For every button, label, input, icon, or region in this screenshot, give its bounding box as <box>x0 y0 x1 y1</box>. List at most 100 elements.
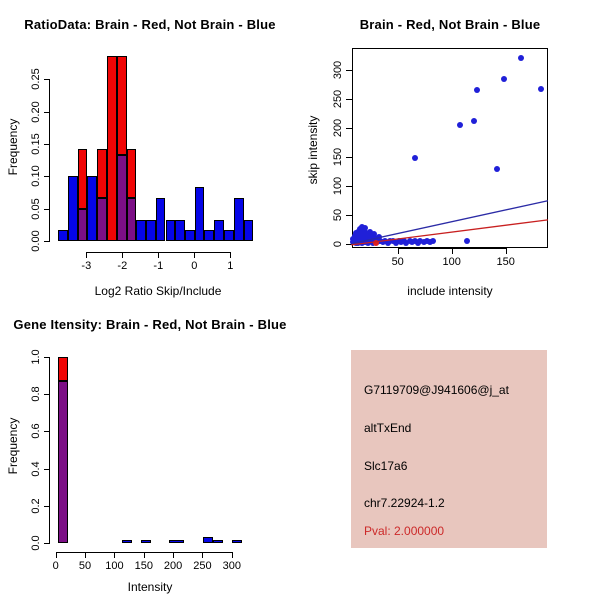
gene-histogram-y-axis-label: Frequency <box>6 417 20 475</box>
intensity_scatter-y-tick-label: 250 <box>332 89 344 109</box>
scatter-y-axis-label: skip intensity <box>306 115 320 185</box>
intensity_scatter-y-tick-label: 200 <box>332 118 344 138</box>
ratio_histogram-histogram-bar <box>175 219 185 241</box>
scatter-point-blue <box>430 238 437 245</box>
ratio_histogram-y-tick-label: 0.00 <box>30 230 42 252</box>
gene_intensity_histogram-x-tick <box>231 552 233 559</box>
ratio_histogram-x-tick <box>194 251 196 258</box>
ratio_histogram-x-tick <box>158 251 160 258</box>
gene_intensity_histogram-histogram-bar <box>57 381 69 544</box>
scatter-point-blue <box>494 166 501 173</box>
gene_intensity_histogram-y-tick <box>44 431 50 433</box>
gene_intensity_histogram-y-tick-label: 0.8 <box>30 386 42 402</box>
intensity_scatter-x-tick <box>451 248 453 254</box>
ratio_histogram-y-tick <box>44 241 50 242</box>
ratio_histogram-x-tick <box>230 251 232 258</box>
gene_intensity_histogram-y-axis-line <box>49 356 50 545</box>
gene_intensity_histogram-y-tick-label: 0.6 <box>30 423 42 439</box>
intensity_scatter-y-tick <box>346 244 352 246</box>
ratio_histogram-x-tick-label: -2 <box>117 259 128 272</box>
intensity_scatter-y-tick <box>346 128 352 129</box>
ratio_histogram-histogram-bar <box>214 219 225 241</box>
ratio_histogram-histogram-bar <box>165 219 176 241</box>
gene_intensity_histogram-x-tick <box>114 552 116 559</box>
intensity_scatter-y-tick-label: 100 <box>332 177 344 196</box>
intensity_scatter-x-tick-label: 50 <box>391 256 404 268</box>
ratio_histogram-x-tick <box>86 251 88 258</box>
ratio_histogram-y-tick <box>44 144 50 145</box>
locus-text: chr7.22924-1.2 <box>364 496 445 510</box>
scatter-title: Brain - Red, Not Brain - Blue <box>359 17 541 32</box>
ratio_histogram-y-tick <box>44 176 50 178</box>
ratio_histogram-histogram-bar <box>97 197 107 241</box>
gene_intensity_histogram-y-tick-label: 0.2 <box>30 498 42 514</box>
ratio_histogram-x-tick-label: -1 <box>153 259 164 272</box>
gene-histogram-x-axis-label: Intensity <box>127 580 173 594</box>
probe-id-text: G7119709@J941606@j_at <box>364 383 509 397</box>
intensity_scatter-plot-box <box>352 48 548 248</box>
ratio_histogram-histogram-bar <box>224 230 234 241</box>
gene_intensity_histogram-x-tick-label: 150 <box>134 560 153 573</box>
ratio_histogram-histogram-bar <box>97 148 107 198</box>
ratio_histogram-x-tick-label: -3 <box>81 259 92 272</box>
gene_intensity_histogram-y-tick <box>44 543 50 545</box>
gene_intensity_histogram-histogram-bar <box>213 540 223 544</box>
ratio_histogram-histogram-bar <box>106 56 117 241</box>
scatter-point-blue <box>457 121 464 128</box>
gene_intensity_histogram-x-tick-label: 0 <box>52 560 59 573</box>
ratio_histogram-y-tick <box>44 208 50 210</box>
intensity_scatter-x-tick-label: 150 <box>496 256 515 268</box>
ratio_histogram-y-tick <box>44 111 50 113</box>
scatter-x-axis-label: include intensity <box>407 284 493 298</box>
gene_intensity_histogram-x-tick <box>202 552 204 559</box>
ratio_histogram-histogram-bar <box>116 56 127 155</box>
intensity_scatter-y-tick-label: 50 <box>332 209 344 222</box>
ratio_histogram-y-axis-line <box>49 79 50 242</box>
intensity_scatter-x-tick-label: 100 <box>442 256 461 268</box>
ratio_histogram-histogram-bar <box>58 230 68 241</box>
ratio_histogram-x-tick <box>122 251 124 258</box>
gene_intensity_histogram-x-tick <box>85 552 86 559</box>
gene_intensity_histogram-histogram-bar <box>122 540 133 544</box>
ratio_histogram-x-tick-label: 1 <box>227 259 234 272</box>
gene_intensity_histogram-y-tick-label: 1.0 <box>30 349 42 365</box>
ratio_histogram-histogram-bar <box>77 148 88 209</box>
ratio-histogram-x-axis-label: Log2 Ratio Skip/Include <box>94 284 222 298</box>
gene_intensity_histogram-y-tick <box>44 356 50 358</box>
ratio_histogram-histogram-bar <box>184 230 195 241</box>
scatter-point-red <box>373 240 380 247</box>
ratio_histogram-y-tick <box>44 79 50 81</box>
gene_intensity_histogram-y-tick-label: 0.4 <box>30 461 42 477</box>
gene_intensity_histogram-histogram-bar <box>203 537 214 544</box>
intensity_scatter-y-tick <box>346 157 352 159</box>
gene_intensity_histogram-histogram-bar <box>169 540 185 544</box>
gene-info-panel: G7119709@J941606@j_at altTxEnd Slc17a6 c… <box>351 350 547 548</box>
gene_intensity_histogram-histogram-bar <box>140 540 151 544</box>
ratio_histogram-histogram-bar <box>204 230 215 241</box>
intensity_scatter-x-tick <box>505 248 507 254</box>
gene_intensity_histogram-y-tick <box>44 394 50 395</box>
ratio_histogram-histogram-bar <box>87 176 98 241</box>
gene_intensity_histogram-x-tick <box>143 552 145 559</box>
ratio_histogram-y-tick-label: 0.20 <box>30 100 42 123</box>
scatter-point-blue <box>463 237 470 244</box>
intensity_scatter-x-tick <box>397 248 399 254</box>
ratio_histogram-histogram-bar <box>194 187 205 241</box>
gene_intensity_histogram-y-tick <box>44 468 50 470</box>
intensity_scatter-y-tick-label: 300 <box>332 60 344 80</box>
scatter-point-blue <box>473 87 480 94</box>
ratio_histogram-histogram-bar <box>126 197 137 241</box>
event-type-text: altTxEnd <box>364 421 412 435</box>
ratio_histogram-histogram-bar <box>116 155 127 241</box>
ratio_histogram-y-tick-label: 0.05 <box>30 197 42 220</box>
ratio_histogram-histogram-bar <box>243 219 254 241</box>
gene_intensity_histogram-x-tick <box>173 552 175 559</box>
intensity_scatter-y-tick-label: 0 <box>332 241 344 248</box>
gene-name-text: Slc17a6 <box>364 459 408 473</box>
scatter-point-blue <box>500 76 507 83</box>
gene_intensity_histogram-x-tick-label: 100 <box>105 560 124 573</box>
intensity_scatter-y-tick <box>346 69 352 71</box>
gene_intensity_histogram-x-tick-label: 200 <box>163 560 183 573</box>
scatter-point-blue <box>471 117 478 124</box>
